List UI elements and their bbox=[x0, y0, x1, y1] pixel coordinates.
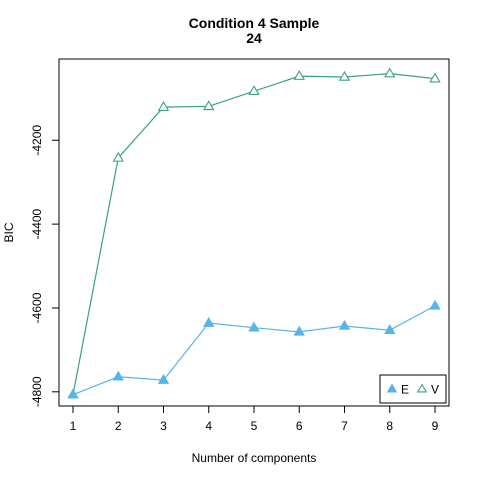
x-tick-label-5: 5 bbox=[251, 419, 258, 433]
point-V-6 bbox=[293, 70, 305, 80]
series-E bbox=[67, 299, 441, 399]
point-E-8 bbox=[384, 324, 396, 334]
point-V-8 bbox=[384, 67, 396, 78]
x-axis-label: Number of components bbox=[192, 451, 317, 465]
point-V-2 bbox=[112, 151, 124, 162]
x-tick-label-1: 1 bbox=[70, 419, 77, 433]
x-tick-label-8: 8 bbox=[386, 419, 393, 433]
point-E-2 bbox=[112, 370, 124, 381]
plot-frame bbox=[58, 58, 450, 407]
point-E-5 bbox=[248, 321, 260, 332]
point-E-3 bbox=[157, 373, 170, 384]
chart-title-line-2: 24 bbox=[246, 30, 262, 46]
point-V-3 bbox=[157, 101, 170, 111]
y-axis-label: BIC bbox=[2, 222, 16, 242]
x-tick-label-7: 7 bbox=[341, 419, 348, 433]
point-V-9 bbox=[429, 72, 441, 83]
x-axis: 1 2 3 4 5 6 7 8 9 bbox=[70, 406, 439, 433]
y-tick-label--4800: -4800 bbox=[30, 376, 44, 407]
y-tick-label--4400: -4400 bbox=[30, 208, 44, 239]
series-line-V bbox=[72, 73, 436, 395]
point-V-7 bbox=[338, 70, 351, 81]
point-V-4 bbox=[203, 100, 215, 111]
point-E-7 bbox=[338, 319, 351, 330]
x-tick-label-3: 3 bbox=[160, 419, 167, 433]
point-E-6 bbox=[293, 325, 305, 336]
y-axis: -4800 -4600 -4400 -4200 bbox=[30, 125, 59, 407]
y-tick-label--4600: -4600 bbox=[30, 292, 44, 323]
legend-box bbox=[379, 374, 447, 404]
legend-label-V: V bbox=[431, 383, 439, 397]
legend-marker-V bbox=[416, 383, 428, 393]
point-V-5 bbox=[248, 85, 260, 96]
point-E-1 bbox=[67, 388, 79, 399]
y-tick-label--4200: -4200 bbox=[30, 125, 44, 156]
series-V bbox=[67, 67, 441, 399]
point-E-9 bbox=[429, 299, 441, 310]
chart-title-line-1: Condition 4 Sample bbox=[189, 15, 320, 31]
point-E-4 bbox=[203, 316, 215, 327]
x-tick-label-4: 4 bbox=[205, 419, 212, 433]
x-tick-label-6: 6 bbox=[296, 419, 303, 433]
x-tick-label-9: 9 bbox=[432, 419, 439, 433]
series-group bbox=[67, 67, 441, 399]
legend-marker-E bbox=[386, 383, 398, 393]
legend-label-E: E bbox=[401, 383, 409, 397]
x-tick-label-2: 2 bbox=[115, 419, 122, 433]
